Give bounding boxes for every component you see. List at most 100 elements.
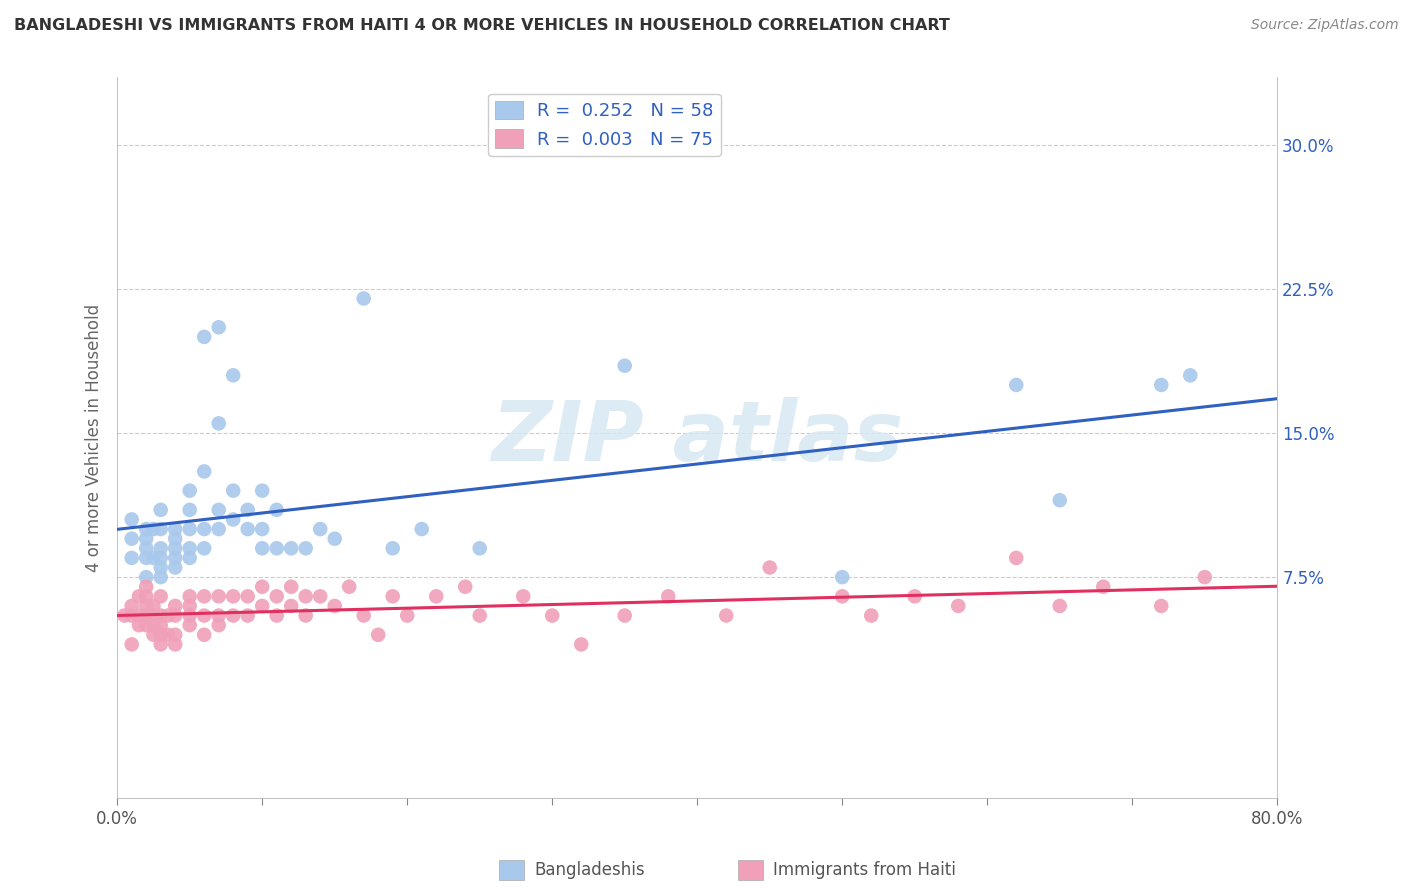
Point <box>454 580 477 594</box>
Point <box>613 359 636 373</box>
Point <box>266 608 288 623</box>
Point <box>468 608 491 623</box>
Point <box>236 522 259 536</box>
Point <box>208 522 231 536</box>
Point <box>222 368 245 383</box>
Point <box>294 608 316 623</box>
Point <box>250 580 273 594</box>
Point <box>208 320 231 334</box>
Point <box>193 522 215 536</box>
Point <box>280 599 302 613</box>
Point <box>831 590 853 604</box>
Point <box>222 512 245 526</box>
Point <box>156 608 179 623</box>
Point <box>323 599 346 613</box>
Point <box>149 560 172 574</box>
Point <box>149 590 172 604</box>
Point <box>179 608 201 623</box>
Point <box>149 618 172 632</box>
Point <box>208 618 231 632</box>
Point <box>222 608 245 623</box>
Point <box>381 541 404 556</box>
Point <box>1194 570 1216 584</box>
Point <box>236 608 259 623</box>
Point <box>294 541 316 556</box>
Point <box>128 618 150 632</box>
Point <box>193 608 215 623</box>
Point <box>266 541 288 556</box>
Point <box>135 608 157 623</box>
Text: Bangladeshis: Bangladeshis <box>534 861 645 879</box>
Point <box>135 570 157 584</box>
Point <box>1005 378 1028 392</box>
Point <box>222 483 245 498</box>
Point <box>208 417 231 431</box>
Point <box>294 590 316 604</box>
Point <box>142 628 165 642</box>
Point <box>250 541 273 556</box>
Point <box>411 522 433 536</box>
Point <box>135 541 157 556</box>
Point <box>121 512 143 526</box>
Point <box>121 599 143 613</box>
Point <box>1180 368 1202 383</box>
Point <box>135 522 157 536</box>
Point <box>381 590 404 604</box>
Point <box>128 608 150 623</box>
Point <box>1150 378 1173 392</box>
Point <box>266 503 288 517</box>
Text: BANGLADESHI VS IMMIGRANTS FROM HAITI 4 OR MORE VEHICLES IN HOUSEHOLD CORRELATION: BANGLADESHI VS IMMIGRANTS FROM HAITI 4 O… <box>14 18 950 33</box>
Point <box>135 599 157 613</box>
Point <box>142 550 165 565</box>
Point <box>1005 550 1028 565</box>
Point <box>250 599 273 613</box>
Y-axis label: 4 or more Vehicles in Household: 4 or more Vehicles in Household <box>86 303 103 572</box>
Point <box>236 503 259 517</box>
Point <box>193 590 215 604</box>
Point <box>149 608 172 623</box>
Point <box>831 570 853 584</box>
Point <box>149 522 172 536</box>
Point <box>121 608 143 623</box>
Point <box>165 628 187 642</box>
Point <box>266 590 288 604</box>
Point <box>468 541 491 556</box>
Point <box>149 541 172 556</box>
Point <box>149 570 172 584</box>
Point <box>114 608 136 623</box>
Point <box>165 522 187 536</box>
Point <box>165 550 187 565</box>
Point <box>569 637 592 651</box>
Point <box>353 608 375 623</box>
Point <box>1049 493 1071 508</box>
Point <box>541 608 564 623</box>
Point <box>121 532 143 546</box>
Point <box>309 522 332 536</box>
Point <box>149 503 172 517</box>
Point <box>193 541 215 556</box>
Point <box>512 590 534 604</box>
Point <box>613 608 636 623</box>
Point <box>323 532 346 546</box>
Point <box>135 590 157 604</box>
Point <box>860 608 883 623</box>
Point <box>208 503 231 517</box>
Point <box>309 590 332 604</box>
Point <box>179 618 201 632</box>
Legend: R =  0.252   N = 58, R =  0.003   N = 75: R = 0.252 N = 58, R = 0.003 N = 75 <box>488 94 721 156</box>
Point <box>280 541 302 556</box>
Point <box>758 560 780 574</box>
Point <box>128 590 150 604</box>
Point <box>135 532 157 546</box>
Point <box>716 608 738 623</box>
Text: Source: ZipAtlas.com: Source: ZipAtlas.com <box>1251 18 1399 32</box>
Point <box>353 292 375 306</box>
Point <box>193 628 215 642</box>
Point <box>156 628 179 642</box>
Point <box>149 637 172 651</box>
Point <box>179 483 201 498</box>
Point <box>135 618 157 632</box>
Point <box>280 580 302 594</box>
Point <box>142 522 165 536</box>
Point <box>165 599 187 613</box>
